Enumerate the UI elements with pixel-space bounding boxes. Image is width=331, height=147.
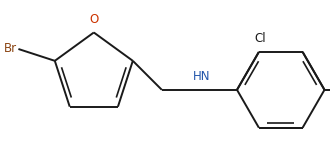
Text: O: O	[89, 13, 98, 26]
Text: Cl: Cl	[255, 32, 266, 45]
Text: HN: HN	[193, 70, 210, 83]
Text: Br: Br	[4, 42, 17, 56]
